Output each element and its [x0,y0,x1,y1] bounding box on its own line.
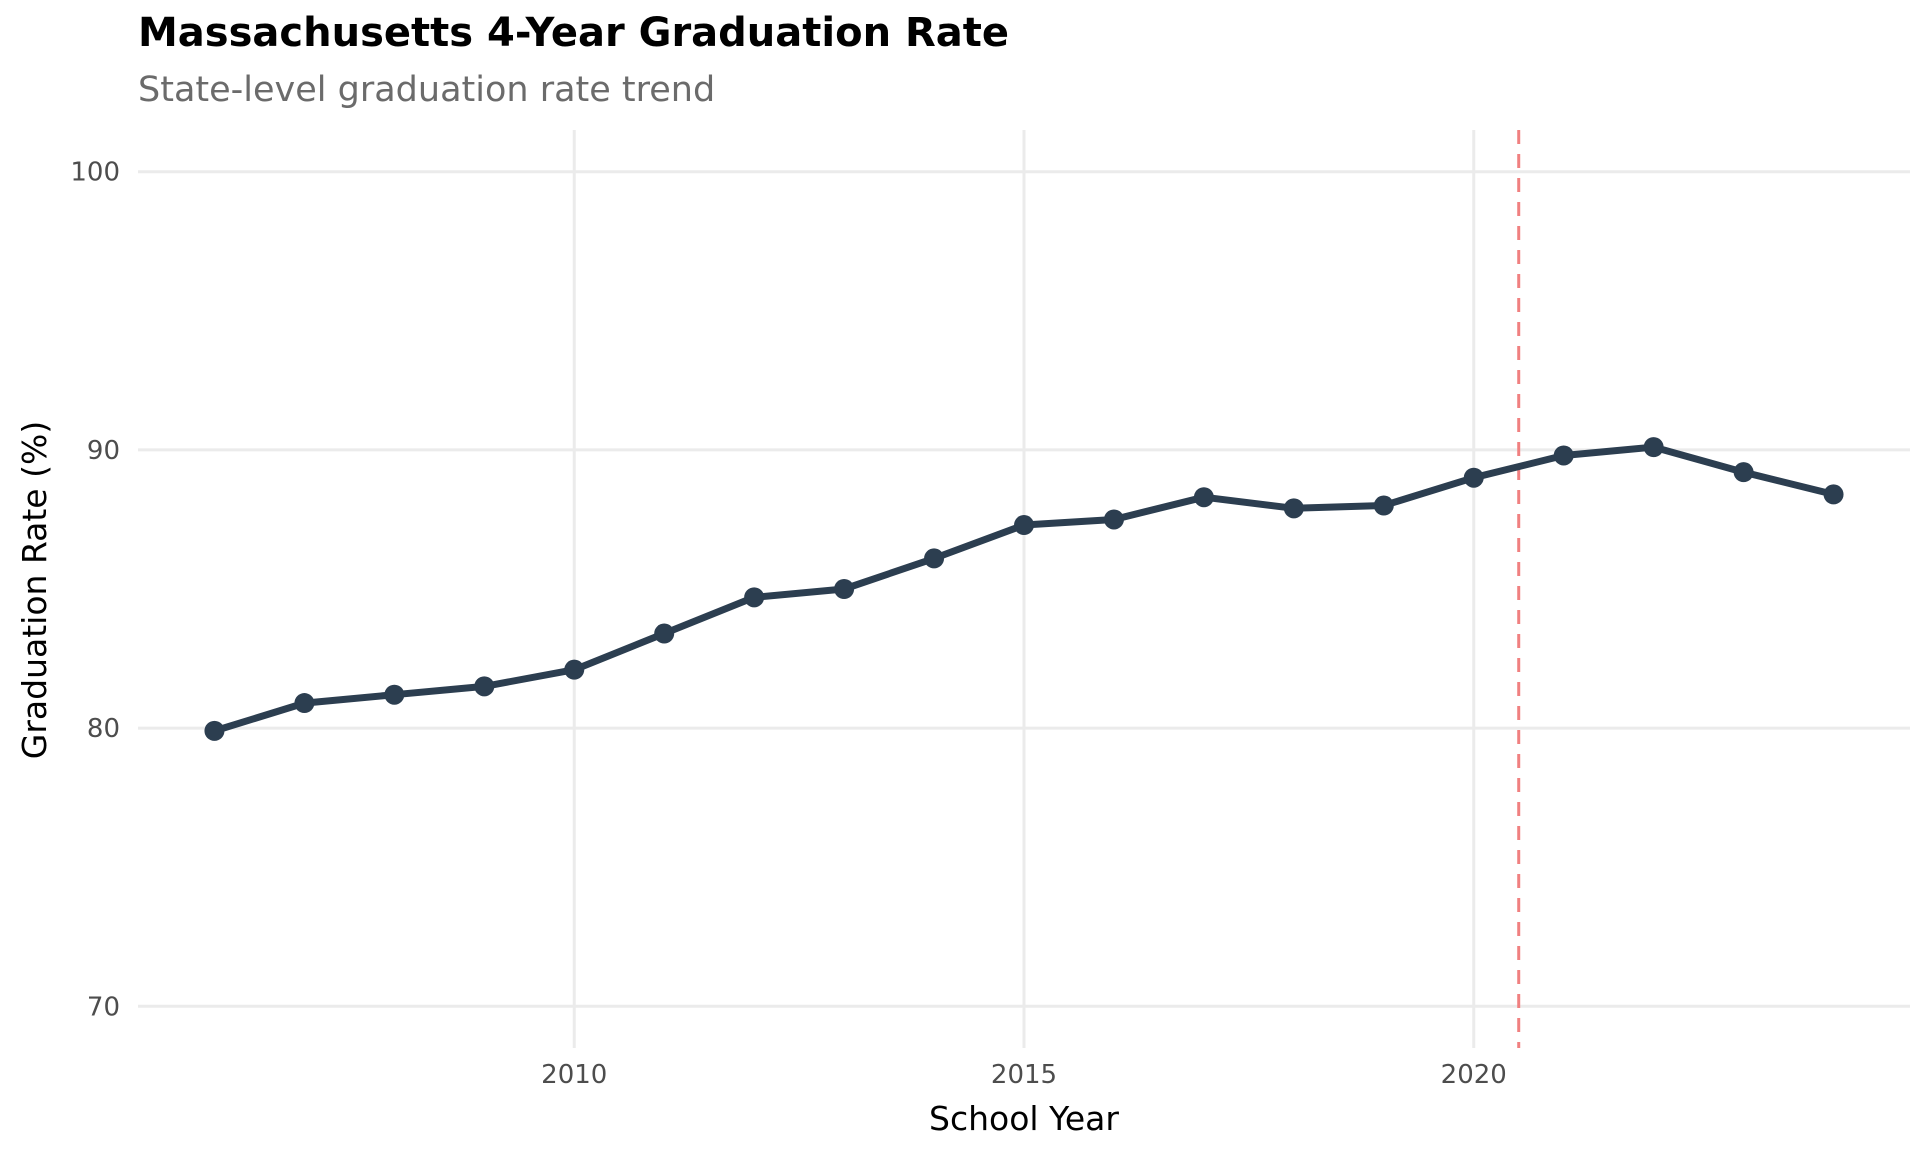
x-axis-title: School Year [929,1099,1119,1138]
data-point [1823,484,1844,505]
data-point [654,623,675,644]
data-point [744,587,765,608]
chart-subtitle: State-level graduation rate trend [138,70,716,110]
grid-lines [138,130,1910,1048]
data-point [204,720,225,741]
data-point [294,693,315,714]
data-point [1553,445,1574,466]
data-point [1463,467,1484,488]
x-tick-label: 2015 [991,1060,1057,1090]
series-group [204,437,1844,741]
data-point [1283,498,1304,519]
y-tick-label: 70 [87,992,120,1022]
y-tick-label: 90 [87,436,120,466]
x-tick-label: 2020 [1441,1060,1507,1090]
data-point [564,659,585,680]
data-point [1193,487,1214,508]
data-point [474,676,495,697]
data-point [1643,437,1664,458]
y-tick-label: 100 [70,158,120,188]
data-point [1103,509,1124,530]
data-point [384,684,405,705]
data-point [1014,515,1034,536]
data-point [1733,462,1754,483]
chart-title: Massachusetts 4-Year Graduation Rate [138,10,1010,56]
y-tick-label: 80 [87,714,120,744]
data-point [1373,495,1394,516]
data-point [924,548,945,569]
y-axis-title: Graduation Rate (%) [15,421,54,759]
tick-labels: 70 80 90 100 2010 2015 2020 [70,158,1506,1090]
data-point [834,579,855,599]
x-tick-label: 2010 [541,1060,607,1090]
